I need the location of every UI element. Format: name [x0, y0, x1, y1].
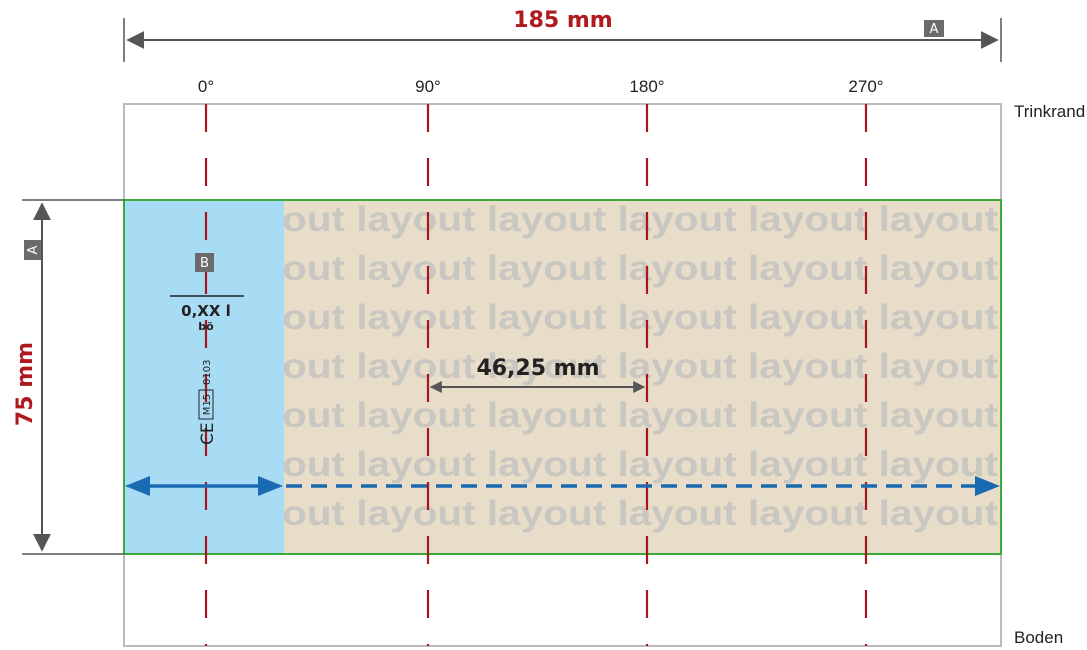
repeat-direction-arrow	[286, 476, 1000, 496]
m15-code: M15	[202, 394, 213, 415]
label-zone-arrow	[125, 476, 283, 496]
width-label: 185 mm	[513, 8, 612, 33]
svg-text:A: A	[930, 22, 939, 37]
svg-text:B: B	[200, 256, 209, 271]
height-label: 75 mm	[13, 342, 38, 426]
angle-label-0: 0°	[198, 77, 214, 96]
certification-mark: CE M15 0103	[198, 360, 218, 445]
angle-markers	[204, 104, 868, 646]
svg-text:out layout layout layout layou: out layout layout layout layout layout	[282, 249, 998, 288]
svg-text:out layout layout layout layou: out layout layout layout layout layout	[282, 347, 998, 386]
svg-text:out layout layout layout layou: out layout layout layout layout layout	[282, 445, 998, 484]
svg-text:A: A	[26, 245, 41, 254]
svg-text:out layout layout layout layou: out layout layout layout layout layout	[282, 298, 998, 337]
badge-a-vertical: A	[24, 240, 41, 260]
angle-label-90: 90°	[415, 77, 441, 96]
svg-text:out layout layout layout layou: out layout layout layout layout layout	[282, 494, 998, 533]
angle-label-180: 180°	[629, 77, 664, 96]
inner-spacing-label: 46,25 mm	[476, 356, 599, 381]
svg-text:out layout layout layout layou: out layout layout layout layout layout	[282, 200, 998, 239]
angle-label-270: 270°	[848, 77, 883, 96]
svg-text:out layout layout layout layou: out layout layout layout layout layout	[282, 396, 998, 435]
rim-label: Trinkrand	[1014, 102, 1085, 121]
volume-label: 0,XX l	[181, 302, 231, 320]
badge-b: B	[195, 253, 214, 272]
badge-a-horizontal: A	[924, 20, 944, 37]
cert-number: 0103	[202, 360, 213, 385]
ce-mark: CE	[198, 422, 218, 445]
watermark-layout: out layout layout layout layout layout o…	[282, 200, 998, 533]
material-label: bö	[198, 320, 214, 333]
width-dimension: 185 mm	[123, 8, 1002, 62]
inner-spacing-dimension: 46,25 mm	[429, 356, 646, 393]
height-dimension: 75 mm	[13, 199, 124, 555]
design-area-border	[123, 199, 1002, 555]
volume-marking: 0,XX l bö	[170, 295, 244, 333]
base-label: Boden	[1014, 628, 1063, 647]
